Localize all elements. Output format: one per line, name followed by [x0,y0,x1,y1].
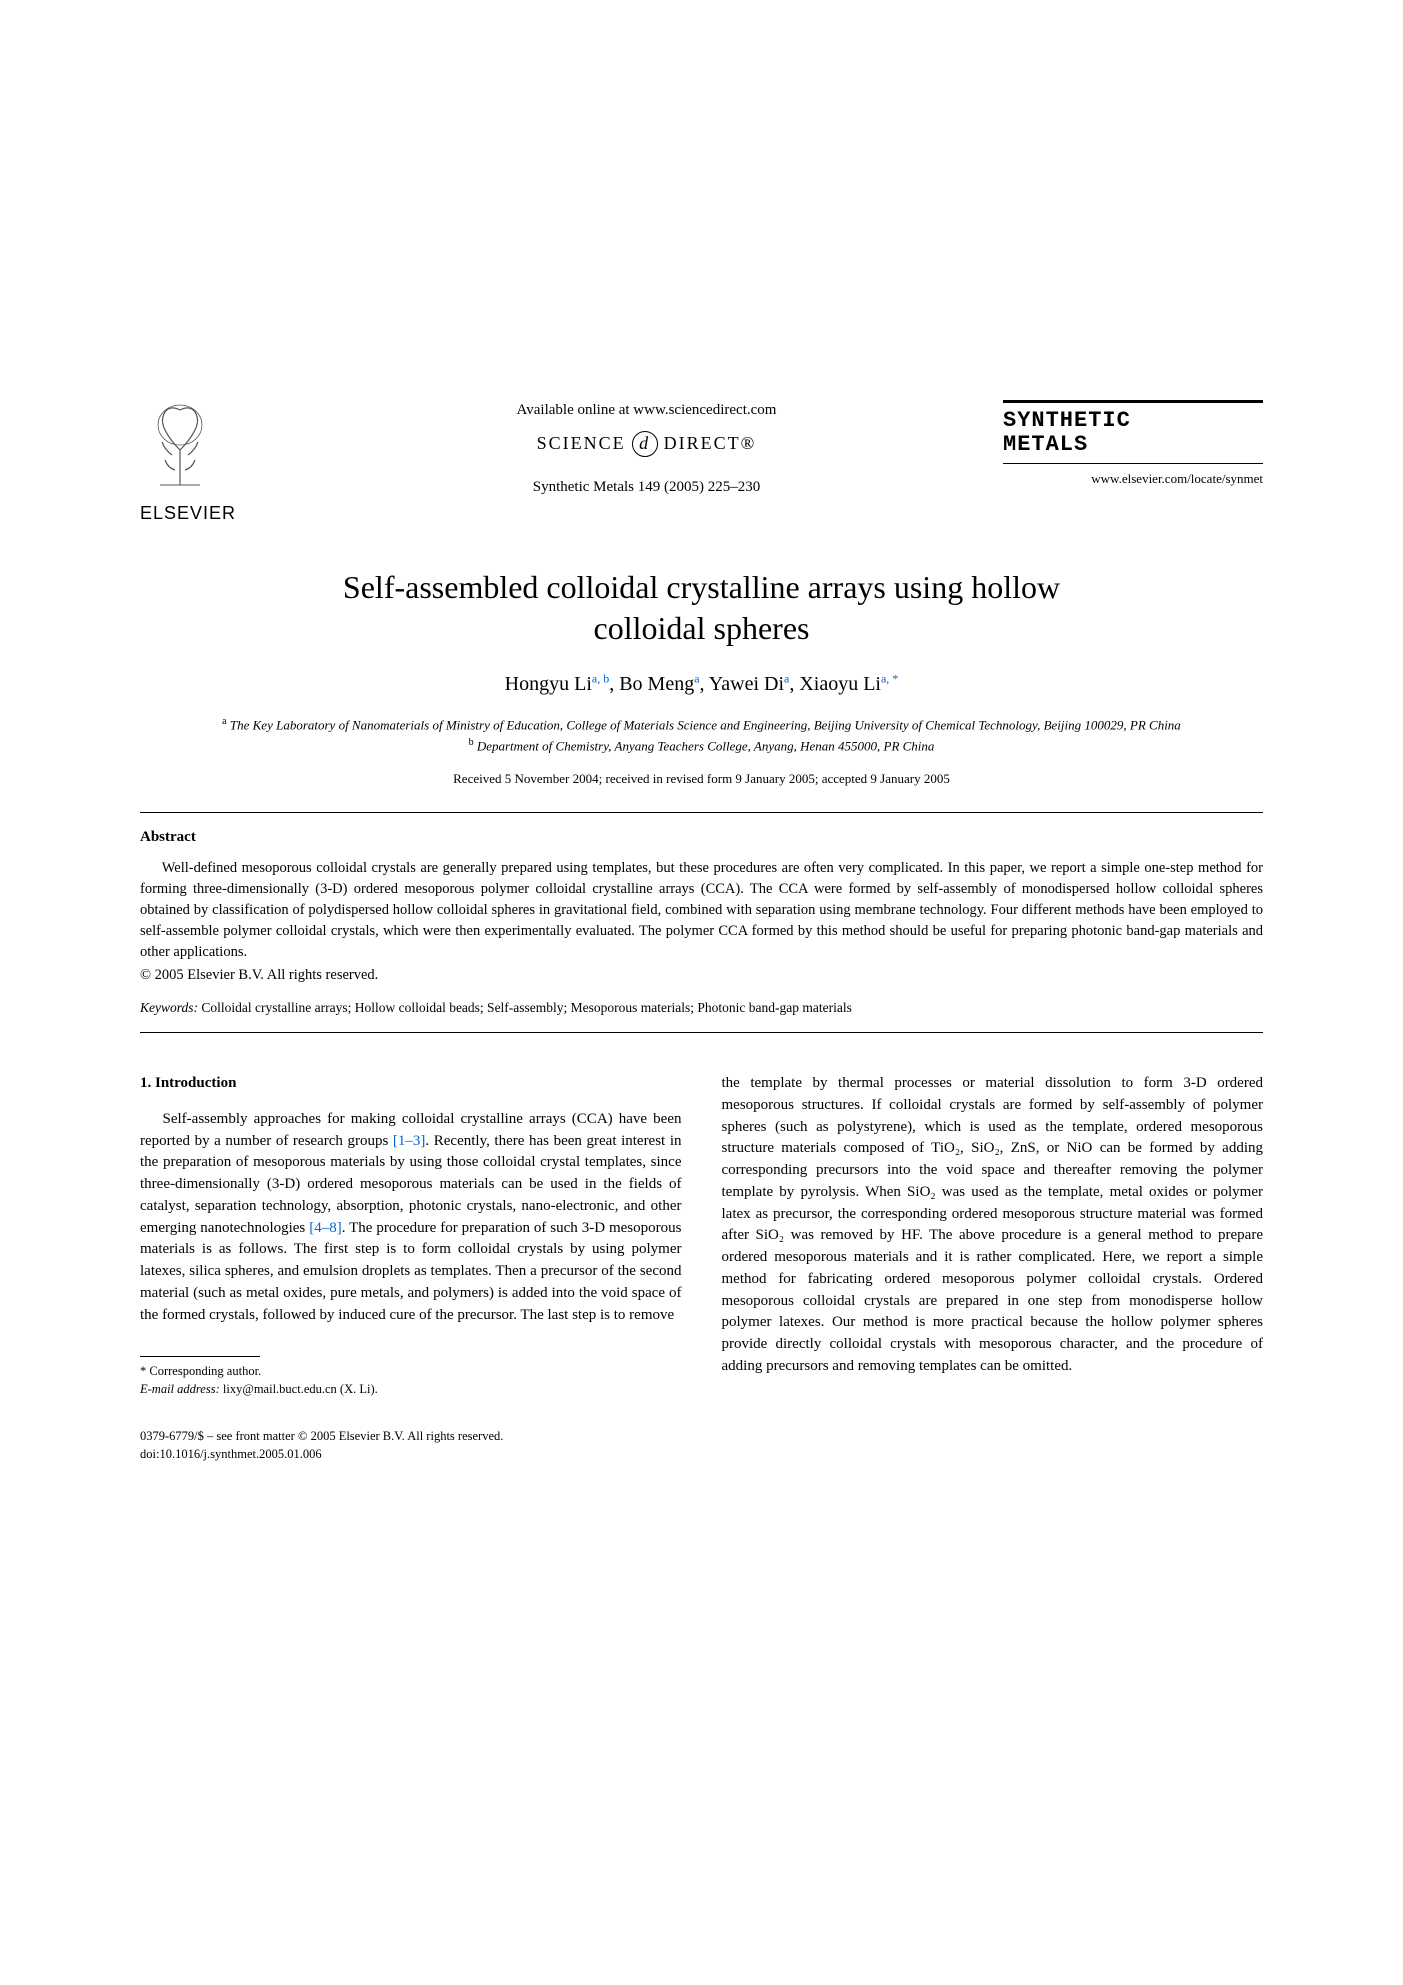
intro-paragraph: Self-assembly approaches for making coll… [140,1109,682,1327]
publisher-name: ELSEVIER [140,501,236,526]
footnote-email-label: E-mail address: [140,1382,220,1396]
abstract-text: Well-defined mesoporous colloidal crysta… [140,858,1263,963]
journal-block: SYNTHETIC METALS www.elsevier.com/locate… [1003,400,1263,489]
affiliation-a: a The Key Laboratory of Nanomaterials of… [140,714,1263,735]
sd-d-icon: d [632,431,658,457]
authors-line: Hongyu Lia, b, Bo Menga, Yawei Dia, Xiao… [140,670,1263,698]
sd-right: DIRECT® [664,431,757,456]
journal-name-line1: SYNTHETIC [1003,408,1131,433]
issn-copyright: 0379-6779/$ – see front matter © 2005 El… [140,1428,1263,1446]
article-title: Self-assembled colloidal crystalline arr… [302,567,1102,650]
affiliation-b: b Department of Chemistry, Anyang Teache… [140,735,1263,756]
journal-name: SYNTHETIC METALS [1003,409,1263,457]
ref-link[interactable]: [4–8] [309,1220,342,1236]
right-column: the template by thermal processes or mat… [722,1073,1264,1398]
affiliation-a-text: The Key Laboratory of Nanomaterials of M… [230,717,1181,732]
affiliations: a The Key Laboratory of Nanomaterials of… [140,714,1263,756]
abstract-heading: Abstract [140,827,1263,848]
divider [140,812,1263,813]
header-center: Available online at www.sciencedirect.co… [290,400,1003,498]
elsevier-logo: ELSEVIER [140,400,236,527]
available-online-text: Available online at www.sciencedirect.co… [310,400,983,421]
header-row: ELSEVIER Available online at www.science… [140,400,1263,527]
journal-title-box: SYNTHETIC METALS [1003,400,1263,464]
footnote-divider [140,1356,260,1357]
divider [140,1032,1263,1033]
ref-link[interactable]: [1–3] [393,1133,426,1149]
intro-continued: the template by thermal processes or mat… [722,1073,1264,1378]
section-1-heading: 1. Introduction [140,1073,682,1095]
journal-url: www.elsevier.com/locate/synmet [1003,470,1263,488]
article-dates: Received 5 November 2004; received in re… [140,770,1263,788]
publisher-block: ELSEVIER [140,400,290,527]
body-columns: 1. Introduction Self-assembly approaches… [140,1073,1263,1398]
footnote-email: lixy@mail.buct.edu.cn (X. Li). [220,1382,378,1396]
left-column: 1. Introduction Self-assembly approaches… [140,1073,682,1398]
elsevier-tree-icon [140,400,220,490]
sciencedirect-logo: SCIENCE d DIRECT® [537,431,757,457]
citation-line: Synthetic Metals 149 (2005) 225–230 [310,477,983,498]
keywords-label: Keywords: [140,1000,198,1015]
keywords-line: Keywords: Colloidal crystalline arrays; … [140,999,1263,1018]
doi-line: doi:10.1016/j.synthmet.2005.01.006 [140,1446,1263,1464]
keywords-text: Colloidal crystalline arrays; Hollow col… [198,1000,852,1015]
footnote-corresponding: Corresponding author. [146,1364,261,1378]
corresponding-author-footnote: * Corresponding author. E-mail address: … [140,1363,682,1398]
affiliation-b-text: Department of Chemistry, Anyang Teachers… [477,738,935,753]
journal-name-line2: METALS [1003,432,1088,457]
sd-left: SCIENCE [537,431,626,456]
front-matter-line: 0379-6779/$ – see front matter © 2005 El… [140,1428,1263,1463]
abstract-copyright: © 2005 Elsevier B.V. All rights reserved… [140,965,1263,985]
